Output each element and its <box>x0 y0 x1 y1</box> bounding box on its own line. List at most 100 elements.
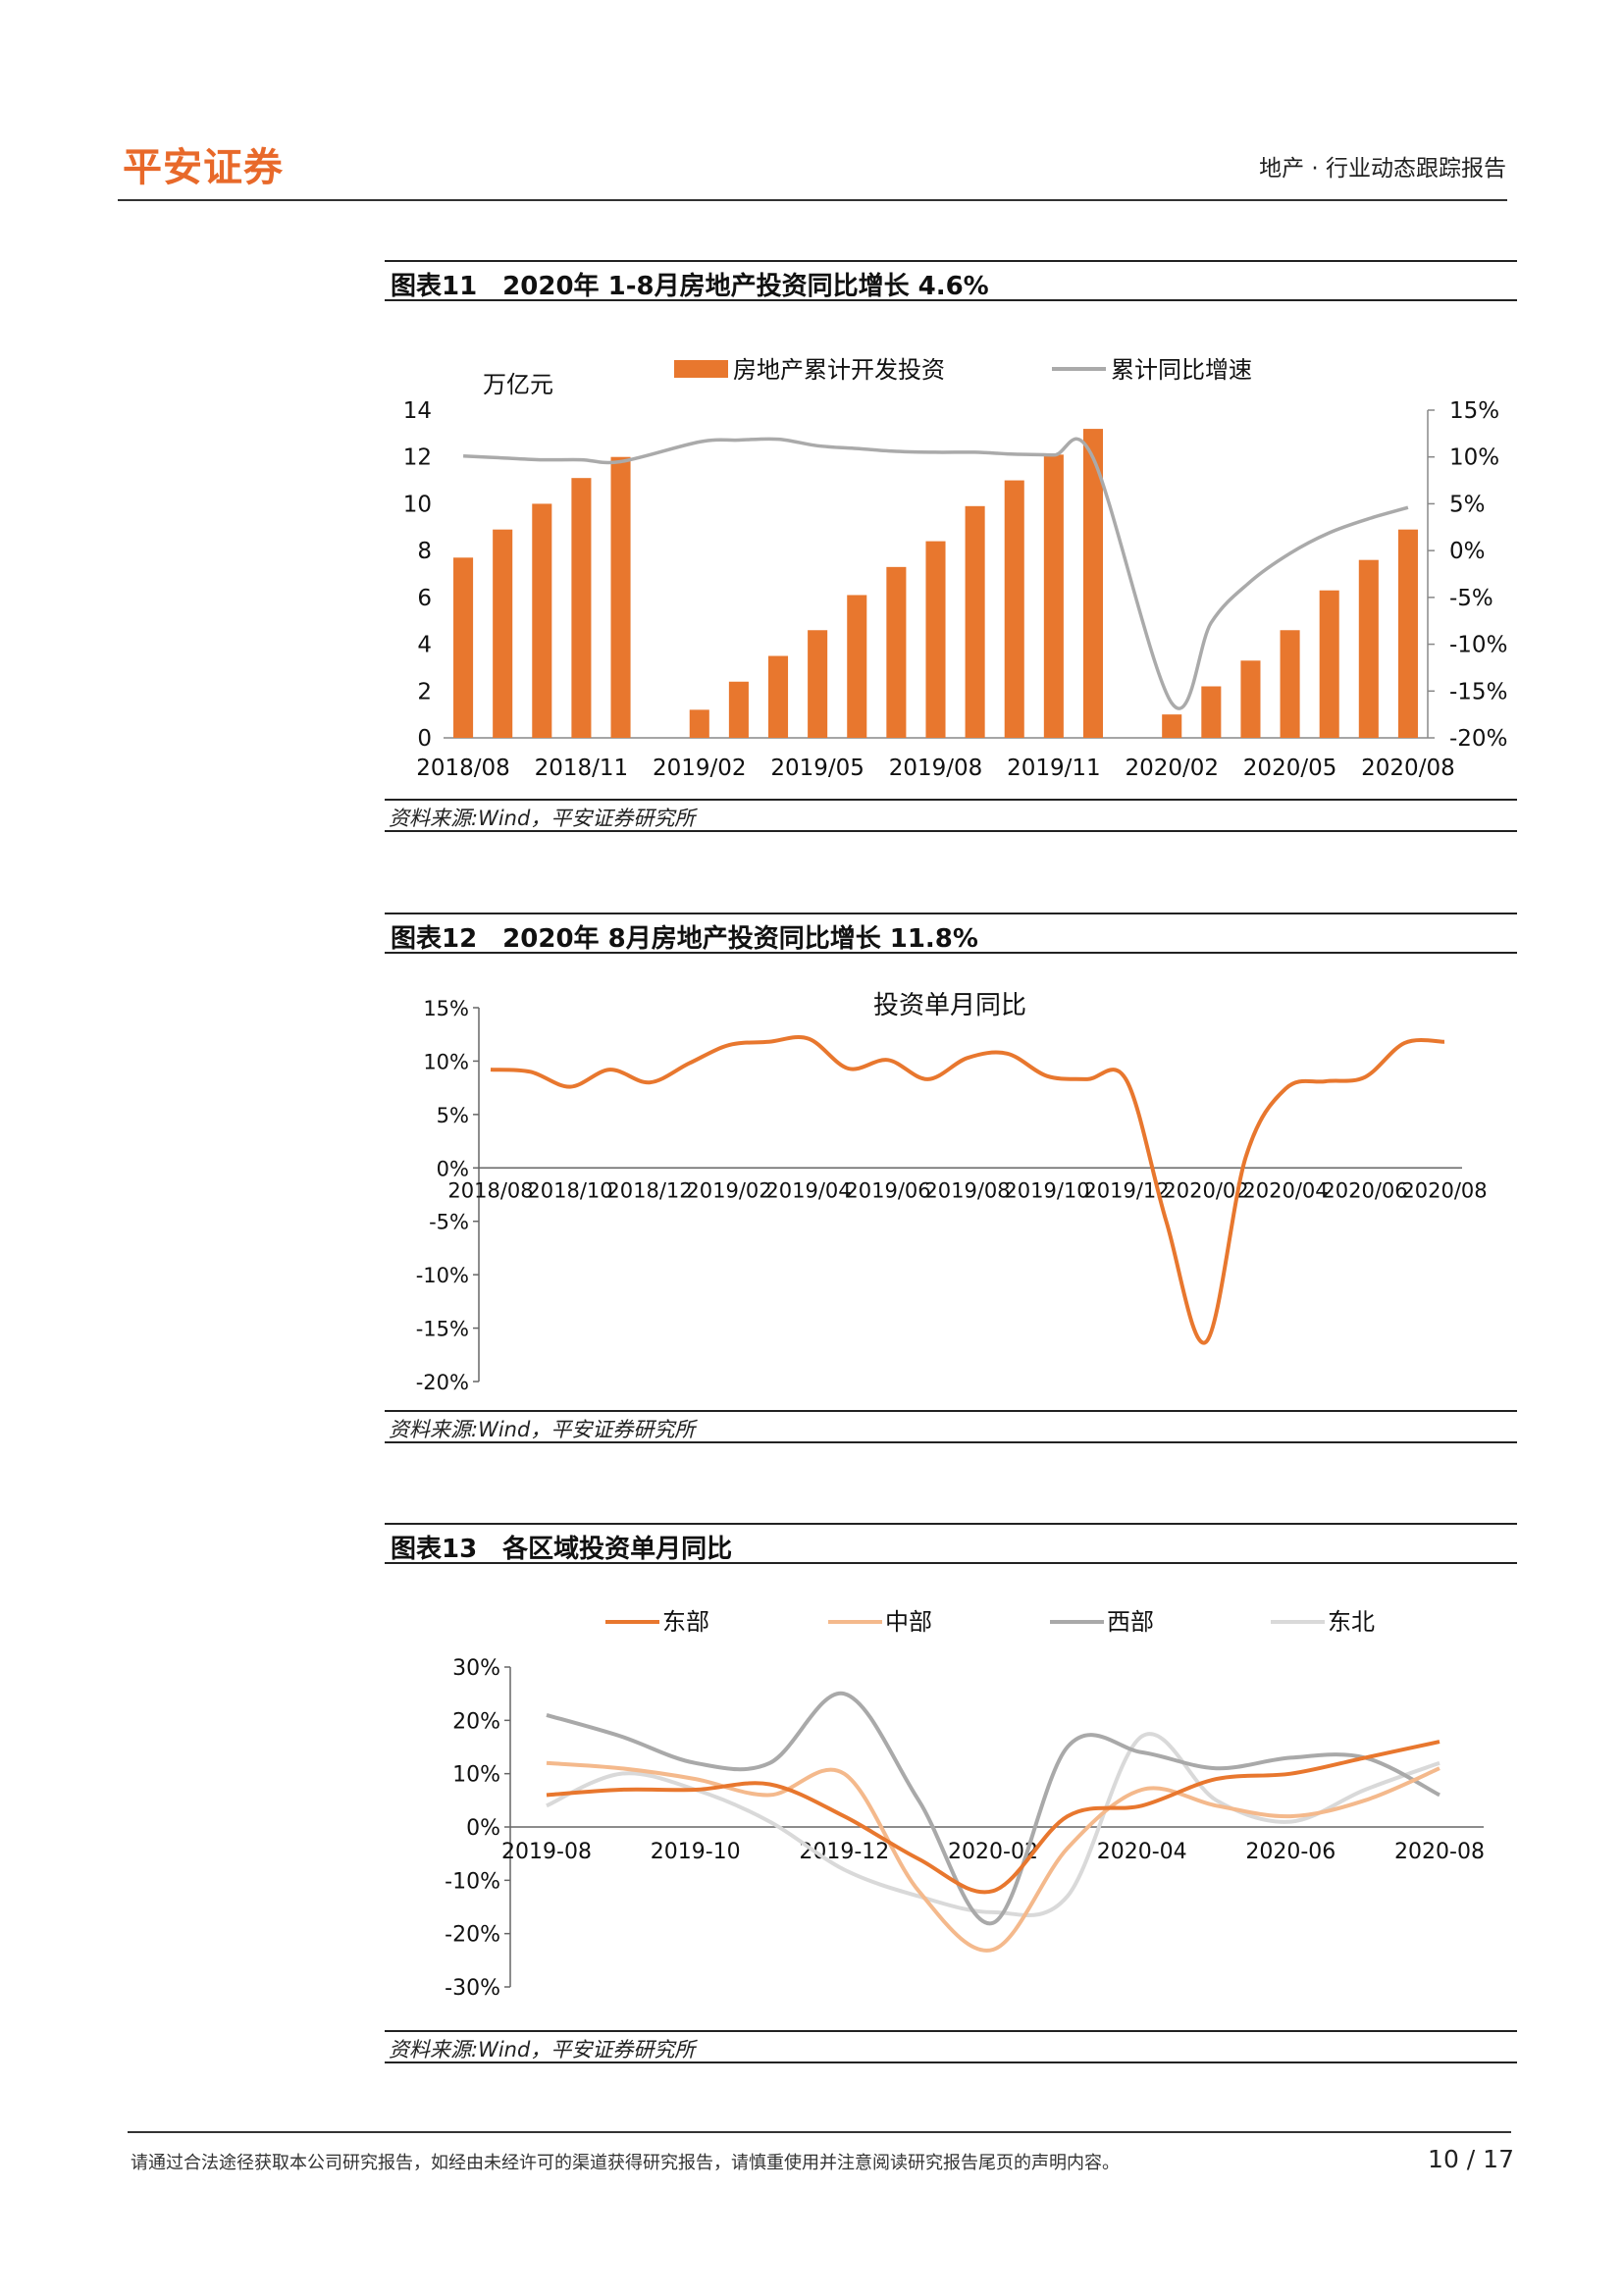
bar-investment <box>689 709 709 738</box>
x-tick-label: 2020/04 <box>1242 1178 1328 1202</box>
y-tick-label: 0 <box>417 726 432 752</box>
bar-investment <box>493 529 513 738</box>
bar-investment <box>1240 660 1261 738</box>
x-tick-label: 2020/08 <box>1361 756 1455 781</box>
x-tick-label: 2019/08 <box>889 756 983 781</box>
y-tick-label: 10% <box>452 1763 500 1788</box>
fig12-source-bar: 资料来源:Wind，平安证券研究所 <box>385 1410 1517 1443</box>
y-tick-label: 5% <box>437 1104 469 1127</box>
x-tick-label: 2019/04 <box>765 1178 851 1202</box>
x-tick-label: 2020/08 <box>1401 1178 1487 1202</box>
y2-tick-label: -15% <box>1449 679 1507 704</box>
y-tick-label: 10 <box>403 492 432 517</box>
fig13-source-bar: 资料来源:Wind，平安证券研究所 <box>385 2030 1517 2063</box>
fig13-title: 图表13 各区域投资单月同比 <box>391 1535 733 1564</box>
bar-investment <box>1319 590 1339 738</box>
brand-logo: 平安证券 <box>123 145 284 190</box>
x-tick-label: 2018/12 <box>606 1178 692 1202</box>
bar-investment <box>886 566 907 738</box>
legend-bar-label: 房地产累计开发投资 <box>733 356 945 384</box>
y-tick-label: 2 <box>417 679 432 704</box>
y2-tick-label: 5% <box>1449 492 1486 517</box>
report-category: 地产 · 行业动态跟踪报告 <box>1259 156 1506 182</box>
x-tick-label: 2020/02 <box>1125 756 1219 781</box>
fig13-title-bar: 图表13 各区域投资单月同比 <box>385 1523 1517 1564</box>
fig11-source: 资料来源:Wind，平安证券研究所 <box>389 807 696 830</box>
series-line-east <box>546 1740 1441 1895</box>
series-title: 投资单月同比 <box>873 991 1026 1020</box>
bar-investment <box>1397 529 1418 738</box>
x-tick-label: 2020-06 <box>1245 1840 1336 1864</box>
fig13-source: 资料来源:Wind，平安证券研究所 <box>389 2038 696 2061</box>
x-tick-label: 2019-10 <box>651 1840 741 1864</box>
series-line-central <box>546 1760 1441 1953</box>
bar-investment <box>767 655 789 738</box>
y2-tick-label: -20% <box>1449 726 1507 752</box>
y-tick-label: -5% <box>429 1211 469 1234</box>
legend-label: 东部 <box>662 1608 709 1636</box>
x-tick-label: 2018/11 <box>535 756 629 781</box>
bar-investment <box>728 681 749 738</box>
y-tick-label: 12 <box>403 445 432 471</box>
x-tick-label: 2019-08 <box>501 1840 592 1864</box>
x-tick-label: 2019/11 <box>1007 756 1101 781</box>
legend-label: 西部 <box>1107 1608 1154 1636</box>
y-tick-label: -15% <box>416 1318 469 1341</box>
bar-investment <box>1004 480 1024 738</box>
bar-investment <box>1043 454 1064 738</box>
x-tick-label: 2020-04 <box>1097 1840 1187 1864</box>
footer-divider <box>128 2131 1511 2133</box>
legend-label: 东北 <box>1328 1608 1375 1636</box>
fig11-source-bar: 资料来源:Wind，平安证券研究所 <box>385 799 1517 832</box>
bar-investment <box>925 541 946 738</box>
legend-label: 中部 <box>885 1608 932 1636</box>
y2-tick-label: -10% <box>1449 633 1507 658</box>
x-tick-label: 2019/05 <box>770 756 864 781</box>
y-tick-label: 15% <box>423 997 469 1020</box>
bar-investment <box>1280 630 1300 738</box>
fig12-title-bar: 图表12 2020年 8月房地产投资同比增长 11.8% <box>385 913 1517 954</box>
bar-investment <box>1082 429 1104 738</box>
y-axis-unit: 万亿元 <box>483 371 553 398</box>
y-tick-label: 0% <box>466 1816 500 1841</box>
y2-tick-label: 15% <box>1449 398 1499 424</box>
x-tick-label: 2019/10 <box>1004 1178 1089 1202</box>
bar-investment <box>1162 714 1182 738</box>
legend-bar-swatch <box>674 360 728 378</box>
x-tick-label: 2019/06 <box>845 1178 930 1202</box>
x-tick-label: 2019/02 <box>686 1178 771 1202</box>
bar-investment <box>808 630 828 738</box>
y-tick-label: -20% <box>416 1371 469 1394</box>
y2-tick-label: 0% <box>1449 539 1486 564</box>
bar-investment <box>965 505 985 738</box>
bar-investment <box>1201 686 1222 738</box>
x-tick-label: 2020/05 <box>1243 756 1337 781</box>
fig12-chart: 投资单月同比15%10%5%0%-5%-10%-15%-20%2018/0820… <box>416 991 1488 1394</box>
bar-investment <box>453 557 474 738</box>
y-tick-label: -20% <box>445 1923 500 1948</box>
fig11-title-bar: 图表11 2020年 1-8月房地产投资同比增长 4.6% <box>385 260 1517 301</box>
x-tick-label: 2020/02 <box>1163 1178 1248 1202</box>
legend-line-label: 累计同比增速 <box>1111 356 1252 384</box>
fig13-chart: 东部 中部 西部 东北 30% 20% 10% 0% -10% -20% -30% 2019-08 20… <box>445 1608 1485 2001</box>
bar-investment <box>1358 559 1379 738</box>
x-tick-label: 2018/10 <box>527 1178 612 1202</box>
header-divider <box>118 199 1507 201</box>
x-tick-label: 2019/02 <box>653 756 747 781</box>
footer-disclaimer: 请通过合法途径获取本公司研究报告，如经由未经许可的渠道获得研究报告，请慎重使用并… <box>131 2153 1120 2173</box>
y2-tick-label: 10% <box>1449 445 1499 471</box>
bar-investment <box>532 503 552 738</box>
bar-investment <box>610 456 631 738</box>
fig12-source: 资料来源:Wind，平安证券研究所 <box>389 1418 696 1441</box>
series-line-yoy <box>463 437 1409 710</box>
y-tick-label: 10% <box>423 1050 469 1073</box>
x-tick-label: 2018/08 <box>416 756 510 781</box>
x-tick-label: 2020-08 <box>1394 1840 1485 1864</box>
y-tick-label: -10% <box>416 1264 469 1287</box>
bar-investment <box>571 478 592 738</box>
y-tick-label: 30% <box>452 1656 500 1681</box>
y-tick-label: 14 <box>403 398 432 424</box>
x-tick-label: 2020/06 <box>1322 1178 1407 1202</box>
x-tick-label: 2018/08 <box>447 1178 533 1202</box>
